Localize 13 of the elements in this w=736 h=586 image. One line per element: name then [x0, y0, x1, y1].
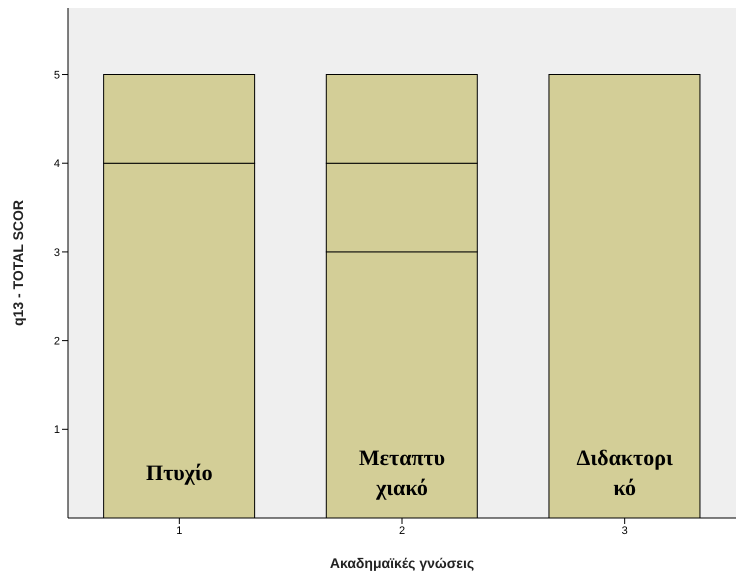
x-tick-label: 2: [398, 524, 406, 537]
y-tick-label: 2: [54, 336, 60, 348]
y-tick-label: 5: [54, 69, 60, 82]
x-tick-label: 1: [176, 524, 182, 537]
x-tick-label: 3: [622, 524, 628, 537]
y-tick-label: 1: [54, 424, 60, 436]
y-tick-label: 3: [54, 246, 60, 259]
annotation: Μεταπτυ χιακό: [358, 445, 446, 500]
annotation: Διδακτορι κό: [576, 445, 673, 500]
y-axis-title: q13 - TOTAL SCOR: [10, 200, 26, 326]
y-tick-label: 4: [54, 158, 60, 170]
annotation: Πτυχίο: [146, 460, 213, 485]
x-axis-title: Ακαδημαϊκές γνώσεις: [330, 555, 474, 571]
